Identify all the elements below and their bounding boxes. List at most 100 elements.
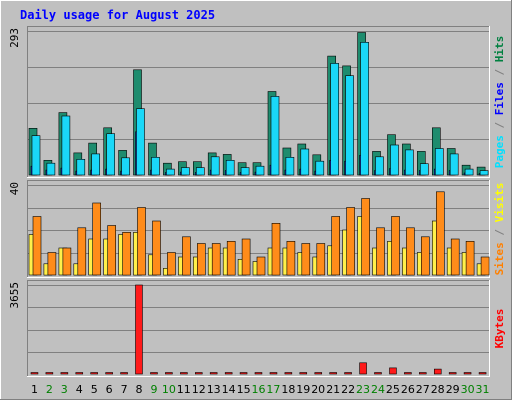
bar-kbytes	[150, 372, 158, 375]
panel-visits_sites: 40 Sites / Visits	[8, 180, 506, 278]
bar-sites	[211, 243, 221, 276]
day-label: 30	[461, 383, 475, 396]
bar-pages	[106, 133, 115, 176]
bar-pages	[61, 115, 71, 176]
day-label: 15	[237, 383, 251, 396]
bar-kbytes	[105, 372, 113, 375]
bar-sites	[77, 227, 87, 276]
bar-pages	[240, 167, 250, 176]
bar-pages	[449, 153, 459, 176]
bar-sites	[241, 238, 251, 276]
bar-sites	[316, 243, 326, 276]
bar-kbytes	[478, 372, 487, 375]
bar-kbytes	[433, 368, 442, 375]
bar-sites	[376, 227, 385, 276]
bar-sites	[435, 191, 445, 276]
bar-pages	[136, 108, 145, 176]
bar-pages	[360, 41, 369, 176]
day-label: 1	[31, 383, 38, 396]
bar-kbytes	[448, 372, 457, 375]
panel-kbytes: 3655 KBytes	[8, 280, 506, 377]
bar-sites	[47, 252, 57, 276]
bar-pages	[405, 149, 414, 176]
day-label: 6	[106, 383, 113, 396]
bar-kbytes	[239, 372, 248, 375]
bar-sites	[107, 225, 116, 276]
legend-label-part: Visits	[493, 183, 506, 223]
bar-pages	[464, 168, 474, 176]
y-max-label: 293	[8, 28, 21, 48]
bar-sites	[271, 223, 281, 276]
legend-label-part: Files	[493, 82, 506, 115]
day-label: 13	[207, 383, 221, 396]
bar-pages	[255, 165, 265, 176]
day-label: 2	[46, 383, 53, 396]
day-label: 16	[252, 383, 266, 396]
day-label: 11	[177, 383, 191, 396]
bar-kbytes	[60, 372, 69, 375]
bar-kbytes	[314, 372, 323, 375]
bar-pages	[166, 168, 175, 176]
y-max-label: 40	[8, 182, 21, 195]
day-label: 8	[136, 383, 143, 396]
series-kbytes	[30, 284, 487, 375]
bar-sites	[256, 256, 266, 276]
legend-label-part: Pages	[493, 135, 506, 168]
bar-pages	[270, 96, 280, 176]
bar-kbytes	[344, 372, 352, 375]
bar-pages	[434, 148, 444, 176]
bar-kbytes	[404, 372, 412, 375]
series-pages	[31, 41, 489, 176]
chart-title: Daily usage for August 2025	[20, 8, 215, 22]
legend-label: KBytes	[493, 309, 506, 349]
bar-kbytes	[374, 372, 382, 375]
bar-sites	[226, 241, 236, 276]
day-label: 23	[356, 383, 370, 396]
day-labels: 1 2 3 4 5 6 7 8 9 10 11 12 13 14 15 16 17 18 19 20 21 22 23 24 2…	[31, 383, 490, 396]
legend-label-part: /	[493, 222, 506, 242]
bar-sites	[122, 232, 131, 276]
bar-sites	[450, 238, 460, 276]
day-label: 4	[76, 383, 83, 396]
bar-pages	[31, 135, 41, 176]
day-label: 26	[401, 383, 415, 396]
bar-sites	[465, 241, 475, 276]
bar-pages	[225, 160, 235, 176]
bar-pages	[479, 170, 489, 176]
day-label: 19	[296, 383, 310, 396]
panels-layer: 293 Pages / Files / Hits 40 Sites / Visits 3…	[8, 26, 506, 377]
bar-pages	[91, 153, 100, 176]
legend-label-part: /	[493, 62, 506, 82]
bar-sites	[152, 220, 161, 276]
bar-kbytes	[90, 372, 98, 375]
day-label: 21	[326, 383, 340, 396]
bar-pages	[375, 156, 384, 176]
bar-pages	[196, 167, 205, 176]
day-label: 12	[192, 383, 206, 396]
day-label: 10	[162, 383, 176, 396]
bar-sites	[301, 243, 311, 276]
bar-kbytes	[254, 372, 263, 375]
bar-kbytes	[299, 372, 308, 375]
bar-kbytes	[224, 372, 233, 375]
day-label: 7	[121, 383, 128, 396]
bar-sites	[182, 236, 191, 276]
day-label: 17	[266, 383, 280, 396]
bar-pages	[210, 156, 220, 176]
day-label: 3	[61, 383, 68, 396]
bar-kbytes	[284, 372, 293, 375]
series-sites	[32, 191, 490, 276]
bar-kbytes	[30, 372, 39, 375]
bar-pages	[300, 148, 310, 176]
legend-label-part: Hits	[493, 36, 506, 63]
bar-kbytes	[463, 372, 472, 375]
bar-pages	[121, 157, 130, 176]
day-label: 5	[91, 383, 98, 396]
day-label: 31	[476, 383, 490, 396]
bar-sites	[32, 216, 42, 276]
day-label: 22	[341, 383, 355, 396]
bar-kbytes	[418, 372, 427, 375]
bar-kbytes	[329, 372, 337, 375]
y-max-label: 3655	[8, 282, 21, 309]
bar-pages	[285, 157, 295, 176]
